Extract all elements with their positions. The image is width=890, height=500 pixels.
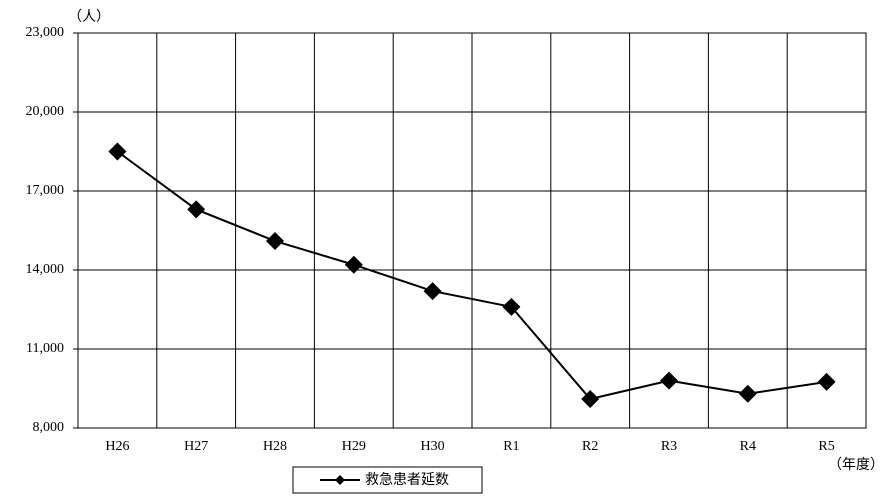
y-unit: （人）	[68, 9, 110, 25]
x-tick-label: R3	[661, 439, 677, 454]
x-tick-label: H27	[184, 439, 208, 454]
y-tick-label: 20,000	[26, 104, 65, 119]
data-point	[738, 384, 757, 403]
legend-marker	[335, 475, 345, 485]
data-point	[108, 142, 127, 161]
data-point	[660, 371, 678, 390]
x-tick-label: H30	[421, 439, 445, 454]
data-point	[344, 255, 363, 274]
y-tick-label: 17,000	[26, 183, 65, 198]
data-point	[817, 372, 836, 391]
x-tick-label: R5	[818, 439, 834, 454]
data-point	[187, 200, 206, 219]
y-tick-label: 23,000	[26, 25, 65, 40]
plot-border	[77, 32, 867, 429]
x-tick-label: R1	[503, 439, 519, 454]
y-tick-label: 11,000	[26, 341, 64, 356]
x-tick-label: H28	[263, 439, 287, 454]
x-tick-label: H26	[105, 439, 129, 454]
data-point	[581, 390, 600, 409]
x-unit: （年度）	[828, 457, 884, 473]
x-tick-label: R2	[582, 439, 598, 454]
x-tick-label: R4	[740, 439, 756, 454]
data-point	[266, 232, 284, 251]
data-point	[502, 297, 521, 316]
y-tick-label: 14,000	[26, 262, 65, 277]
x-tick-label: H29	[342, 439, 366, 454]
series-line	[116, 150, 827, 401]
y-tick-label: 8,000	[33, 420, 65, 435]
data-point	[423, 282, 442, 301]
legend-label: 救急患者延数	[365, 472, 449, 488]
